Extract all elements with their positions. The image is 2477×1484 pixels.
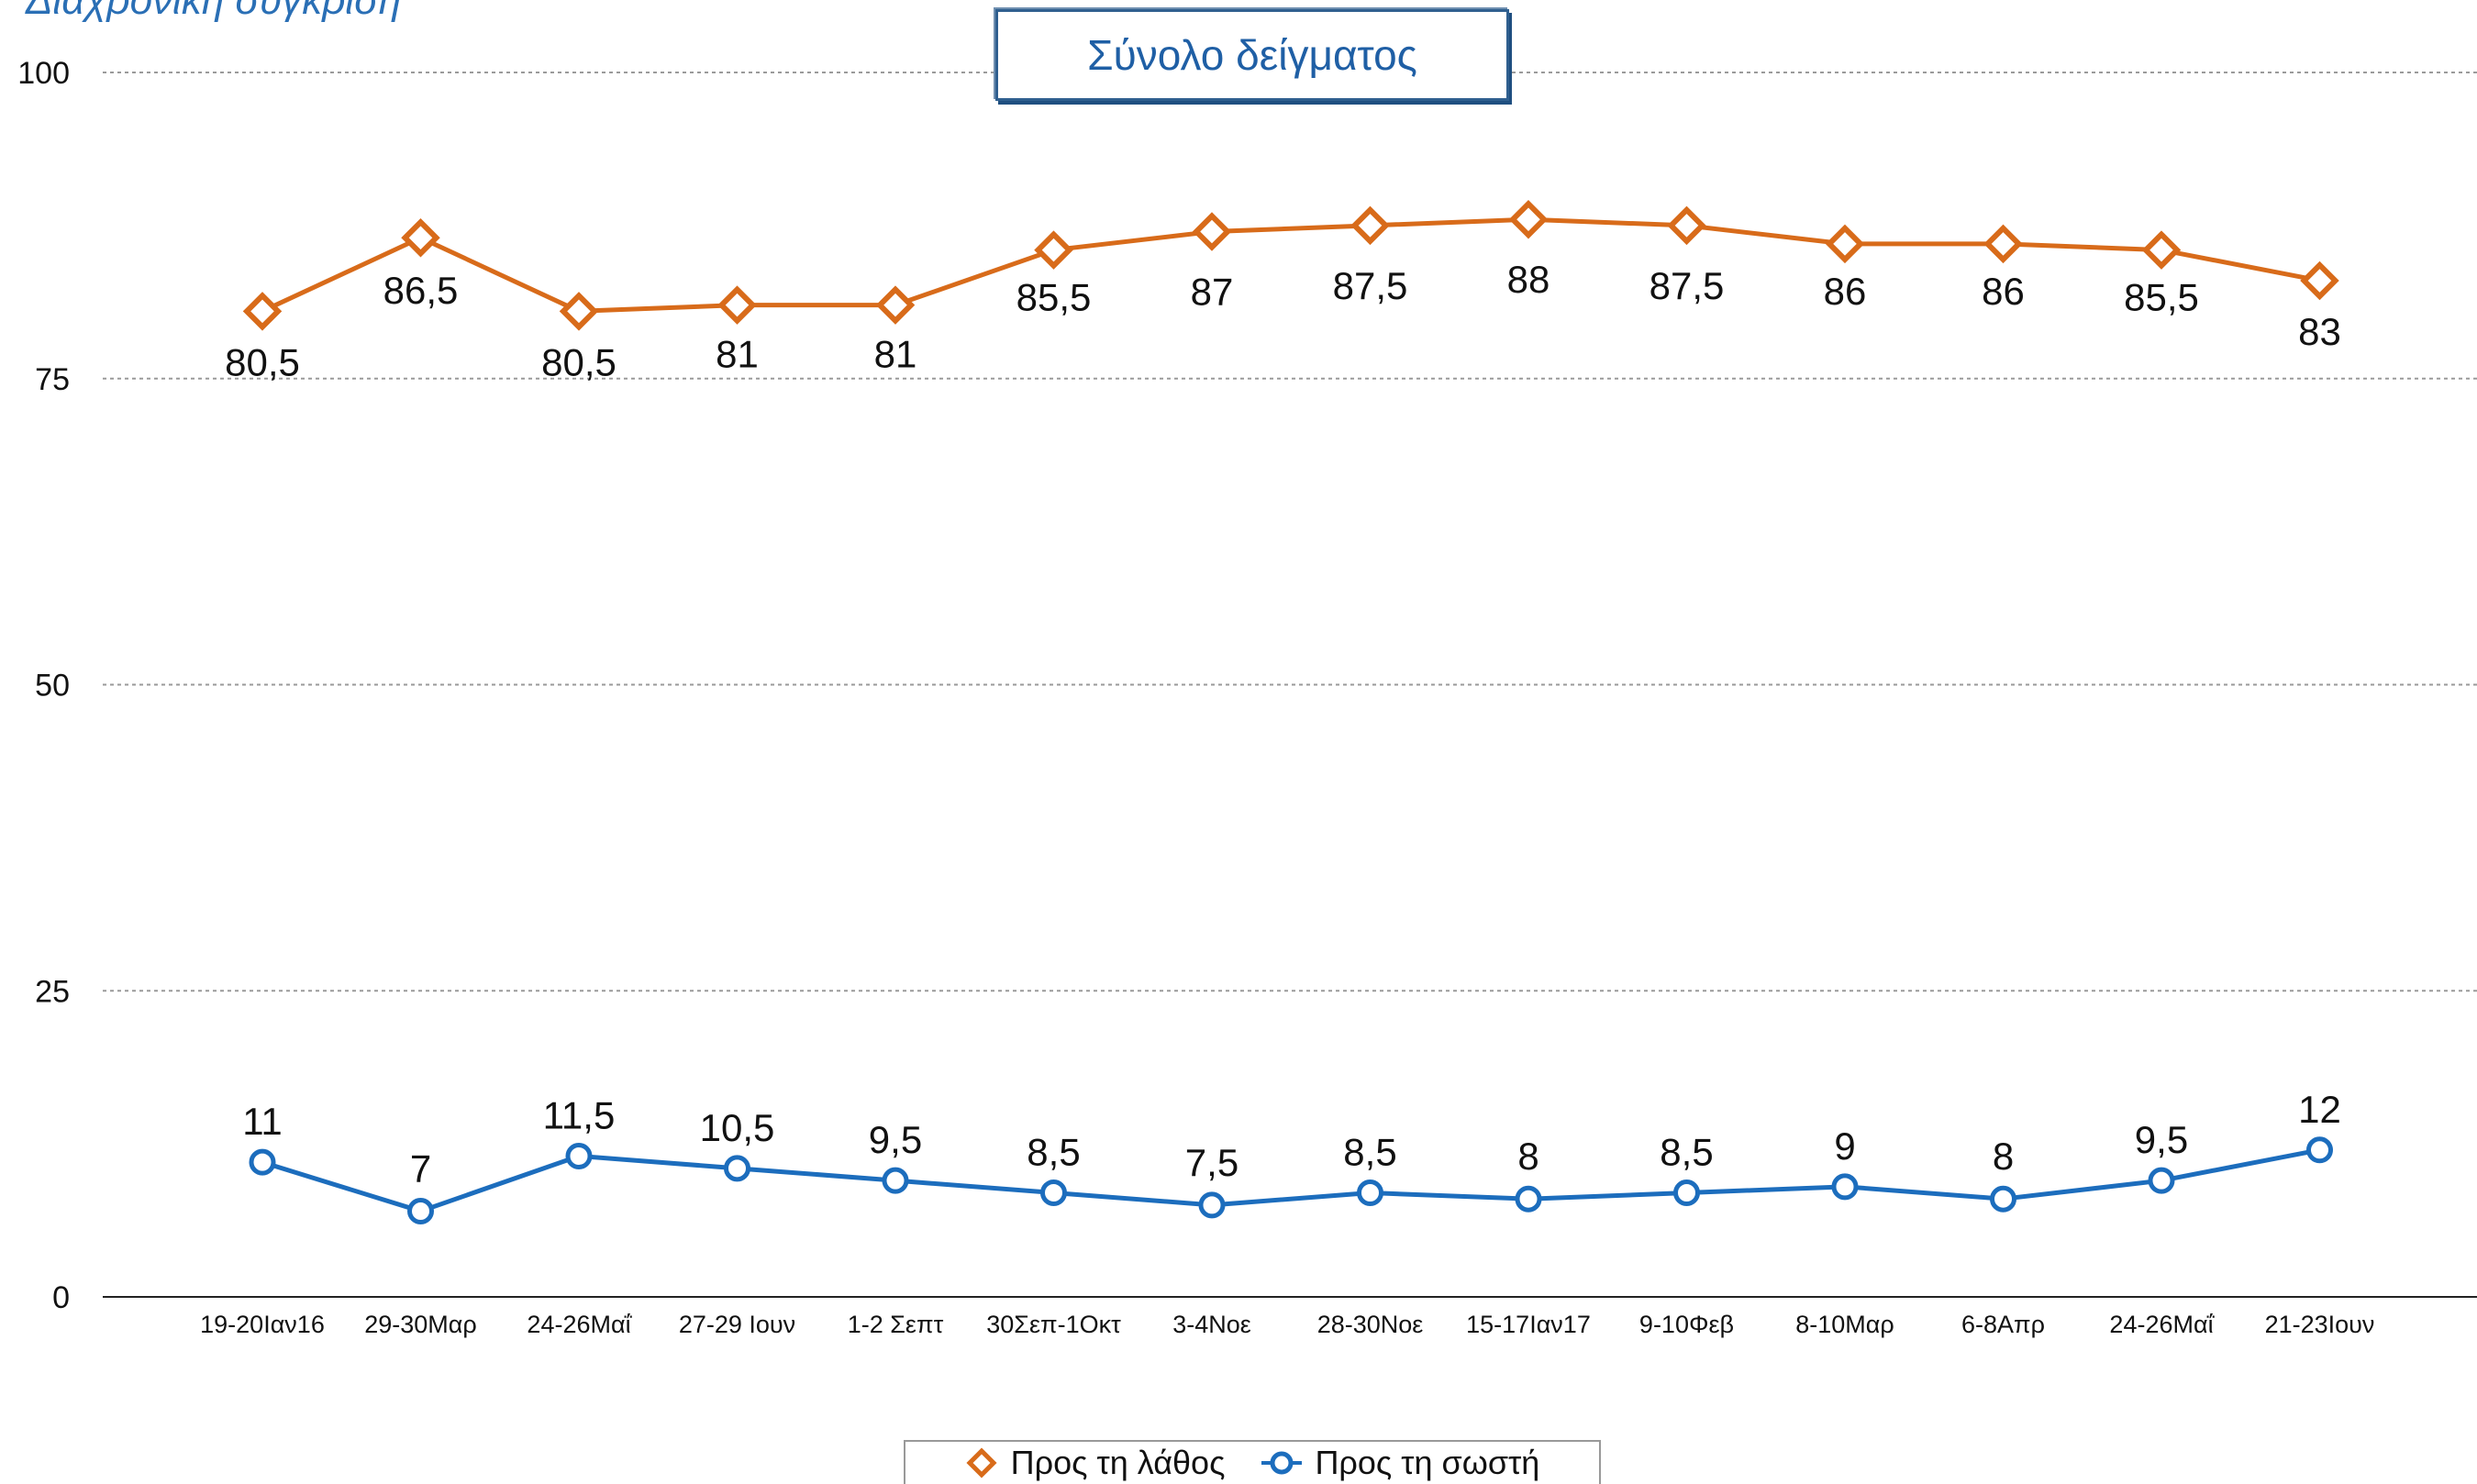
data-label: 81 bbox=[874, 333, 917, 376]
data-label: 83 bbox=[2298, 310, 2341, 353]
series-line bbox=[261, 216, 2320, 314]
data-label: 10,5 bbox=[700, 1106, 775, 1149]
data-label: 81 bbox=[716, 333, 759, 376]
data-point-marker bbox=[1825, 224, 1865, 264]
chart-legend: Προς τη λάθος Προς τη σωστή bbox=[904, 1440, 1601, 1484]
data-label: 80,5 bbox=[541, 340, 616, 383]
diamond-marker-icon bbox=[966, 1447, 997, 1478]
series-line bbox=[261, 1147, 2320, 1214]
x-tick-label: 28-30Νοε bbox=[1317, 1311, 1424, 1338]
data-point-marker bbox=[1350, 205, 1390, 246]
y-tick-label: 75 bbox=[35, 362, 70, 397]
data-label: 86 bbox=[1982, 270, 2025, 313]
data-point-marker bbox=[1357, 1179, 1383, 1207]
data-label: 86,5 bbox=[383, 269, 459, 312]
data-point-marker bbox=[1034, 230, 1073, 270]
data-point-marker bbox=[1192, 212, 1232, 251]
data-label: 88 bbox=[1507, 258, 1550, 301]
data-label: 7,5 bbox=[1185, 1141, 1238, 1184]
data-point-marker bbox=[249, 1148, 276, 1176]
data-point-marker bbox=[1508, 199, 1549, 239]
data-point-marker bbox=[1831, 1173, 1859, 1201]
legend-label-wrong: Προς τη λάθος bbox=[1010, 1444, 1226, 1481]
data-point-marker bbox=[2148, 1167, 2175, 1194]
data-point-marker bbox=[2300, 260, 2339, 301]
data-point-marker bbox=[724, 1155, 750, 1182]
data-point-marker bbox=[1040, 1179, 1067, 1207]
y-tick-label: 0 bbox=[52, 1280, 70, 1315]
data-label: 86 bbox=[1824, 270, 1867, 313]
data-point-marker bbox=[1983, 224, 2023, 264]
data-label: 8,5 bbox=[1660, 1131, 1713, 1174]
data-point-marker bbox=[559, 292, 599, 331]
data-point-marker bbox=[401, 217, 440, 258]
x-tick-label: 29-30Μαρ bbox=[364, 1311, 477, 1338]
data-label: 85,5 bbox=[2124, 276, 2199, 319]
data-point-marker bbox=[2306, 1136, 2333, 1164]
x-tick-label: 19-20Ιαν16 bbox=[200, 1311, 325, 1338]
chart-title: Σύνολο δείγματος bbox=[995, 9, 1509, 101]
data-point-marker bbox=[2141, 230, 2182, 270]
data-point-marker bbox=[1667, 205, 1706, 246]
data-point-marker bbox=[565, 1142, 593, 1169]
chart-subtitle: Διαχρονική σύγκριση bbox=[26, 0, 402, 23]
legend-item-right: Προς τη σωστή bbox=[1261, 1444, 1539, 1482]
x-tick-label: 30Σεπ-1Οκτ bbox=[986, 1311, 1121, 1338]
legend-item-wrong: Προς τη λάθος bbox=[965, 1444, 1226, 1482]
data-label: 12 bbox=[2298, 1088, 2341, 1131]
data-label: 9 bbox=[1834, 1124, 1855, 1168]
x-tick-label: 24-26Μαΐ bbox=[2109, 1311, 2215, 1338]
data-label: 8 bbox=[1993, 1135, 2014, 1178]
data-label: 9,5 bbox=[2135, 1118, 2188, 1161]
data-point-marker bbox=[1515, 1185, 1542, 1213]
circle-marker-icon bbox=[1261, 1451, 1303, 1475]
x-tick-label: 1-2 Σεπτ bbox=[848, 1311, 944, 1338]
x-tick-label: 27-29 Ιουν bbox=[679, 1311, 795, 1338]
data-label: 87 bbox=[1191, 271, 1234, 314]
data-point-marker bbox=[717, 285, 757, 325]
x-tick-label: 24-26Μαΐ bbox=[527, 1311, 632, 1338]
data-point-marker bbox=[882, 1167, 909, 1194]
data-point-marker bbox=[1990, 1185, 2016, 1213]
x-tick-label: 8-10Μαρ bbox=[1795, 1311, 1894, 1338]
data-label: 7 bbox=[410, 1147, 431, 1191]
data-label: 11,5 bbox=[543, 1093, 616, 1136]
data-label: 80,5 bbox=[225, 340, 300, 383]
x-tick-label: 21-23Ιουν bbox=[2265, 1311, 2375, 1338]
data-label: 11 bbox=[242, 1100, 283, 1143]
data-point-marker bbox=[242, 292, 283, 331]
legend-label-right: Προς τη σωστή bbox=[1315, 1444, 1540, 1481]
data-label: 8,5 bbox=[1027, 1131, 1080, 1174]
data-point-marker bbox=[875, 285, 916, 325]
x-tick-label: 9-10Φεβ bbox=[1639, 1311, 1734, 1338]
data-label: 8,5 bbox=[1343, 1131, 1396, 1174]
data-label: 87,5 bbox=[1649, 264, 1725, 307]
data-label: 85,5 bbox=[1016, 276, 1092, 319]
x-tick-label: 3-4Νοε bbox=[1172, 1311, 1251, 1338]
x-tick-label: 15-17Ιαν17 bbox=[1466, 1311, 1591, 1338]
legend-marker-right bbox=[1270, 1451, 1294, 1475]
y-tick-label: 100 bbox=[17, 56, 70, 91]
data-point-marker bbox=[1673, 1179, 1700, 1207]
data-point-marker bbox=[407, 1198, 434, 1225]
x-tick-label: 6-8Απρ bbox=[1961, 1311, 2045, 1338]
data-label: 8 bbox=[1517, 1135, 1538, 1178]
y-tick-label: 25 bbox=[35, 974, 70, 1009]
data-label: 9,5 bbox=[869, 1118, 922, 1161]
data-point-marker bbox=[1198, 1191, 1226, 1219]
data-label: 87,5 bbox=[1333, 264, 1408, 307]
legend-marker-wrong bbox=[966, 1447, 997, 1478]
y-tick-label: 50 bbox=[35, 669, 70, 703]
